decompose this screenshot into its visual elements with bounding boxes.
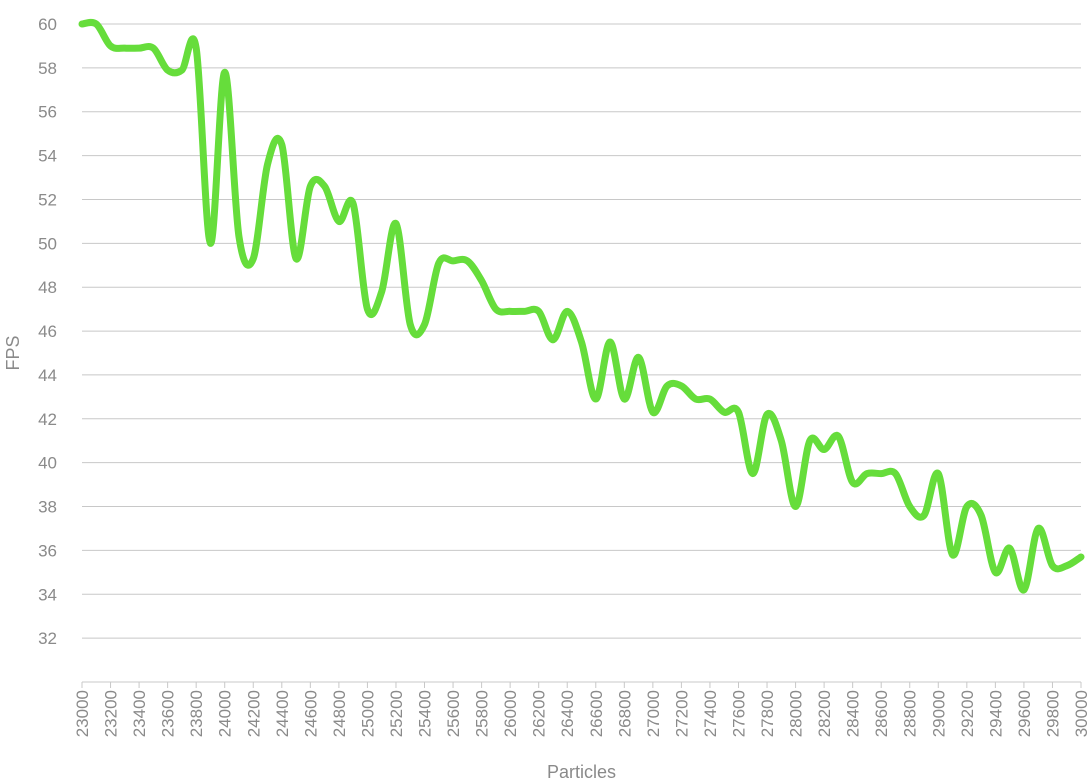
x-tick-label: 28000 (787, 690, 806, 737)
x-tick-label: 26800 (615, 690, 634, 737)
x-tick-label: 23600 (159, 690, 178, 737)
y-tick-label: 44 (38, 366, 57, 385)
y-tick-label: 34 (38, 585, 57, 604)
y-tick-label: 40 (38, 454, 57, 473)
series-line-fps (78, 18, 1085, 594)
x-tick-label: 27800 (758, 690, 777, 737)
x-tick-label: 23200 (102, 690, 121, 737)
x-tick-label: 25600 (444, 690, 463, 737)
x-tick-label: 27000 (644, 690, 663, 737)
x-tick-label: 24000 (216, 690, 235, 737)
x-tick-label: 27200 (672, 690, 691, 737)
x-tick-label: 23800 (187, 690, 206, 737)
x-tick-label: 29400 (986, 690, 1005, 737)
y-tick-label: 56 (38, 103, 57, 122)
y-tick-label: 52 (38, 190, 57, 209)
x-tick-label: 29200 (958, 690, 977, 737)
x-tick-label: 26400 (558, 690, 577, 737)
y-tick-label: 46 (38, 322, 57, 341)
x-tick-label: 28400 (844, 690, 863, 737)
x-tick-label: 25800 (473, 690, 492, 737)
x-tick-label: 28800 (901, 690, 920, 737)
series-group (78, 18, 1085, 594)
x-tick-label: 26200 (530, 690, 549, 737)
x-tick-label: 28600 (872, 690, 891, 737)
x-tick-label: 25400 (416, 690, 435, 737)
y-tick-label: 50 (38, 234, 57, 253)
x-tick-label: 24800 (330, 690, 349, 737)
y-tick-label: 58 (38, 59, 57, 78)
x-tick-label: 24400 (273, 690, 292, 737)
y-axis-ticks: 32 34 36 38 40 42 44 46 48 50 52 54 56 58 60 (38, 15, 57, 648)
x-tick-label: 28200 (815, 690, 834, 737)
x-tick-label: 23400 (130, 690, 149, 737)
x-tick-label: 24600 (301, 690, 320, 737)
x-tick-label: 27600 (729, 690, 748, 737)
y-tick-label: 32 (38, 629, 57, 648)
y-tick-label: 42 (38, 410, 57, 429)
y-tick-label: 60 (38, 15, 57, 34)
y-tick-label: 54 (38, 147, 57, 166)
x-tick-label: 29600 (1015, 690, 1034, 737)
grid-lines (82, 23, 1081, 639)
x-tick-label: 23000 (73, 690, 92, 737)
y-tick-label: 38 (38, 498, 57, 517)
x-tick-label: 27400 (701, 690, 720, 737)
y-tick-label: 36 (38, 541, 57, 560)
x-tick-label: 29800 (1043, 690, 1062, 737)
x-axis-ticks: 23000 23200 23400 23600 23800 24000 24200 24400… (73, 682, 1091, 737)
y-axis-title: FPS (3, 335, 23, 370)
x-tick-label: 30000 (1072, 690, 1091, 737)
y-tick-label: 48 (38, 278, 57, 297)
x-tick-label: 24200 (244, 690, 263, 737)
x-tick-label: 25200 (387, 690, 406, 737)
x-tick-label: 26000 (501, 690, 520, 737)
x-tick-label: 29000 (929, 690, 948, 737)
x-tick-label: 26600 (587, 690, 606, 737)
x-axis-title: Particles (547, 762, 616, 782)
x-tick-label: 25000 (358, 690, 377, 737)
